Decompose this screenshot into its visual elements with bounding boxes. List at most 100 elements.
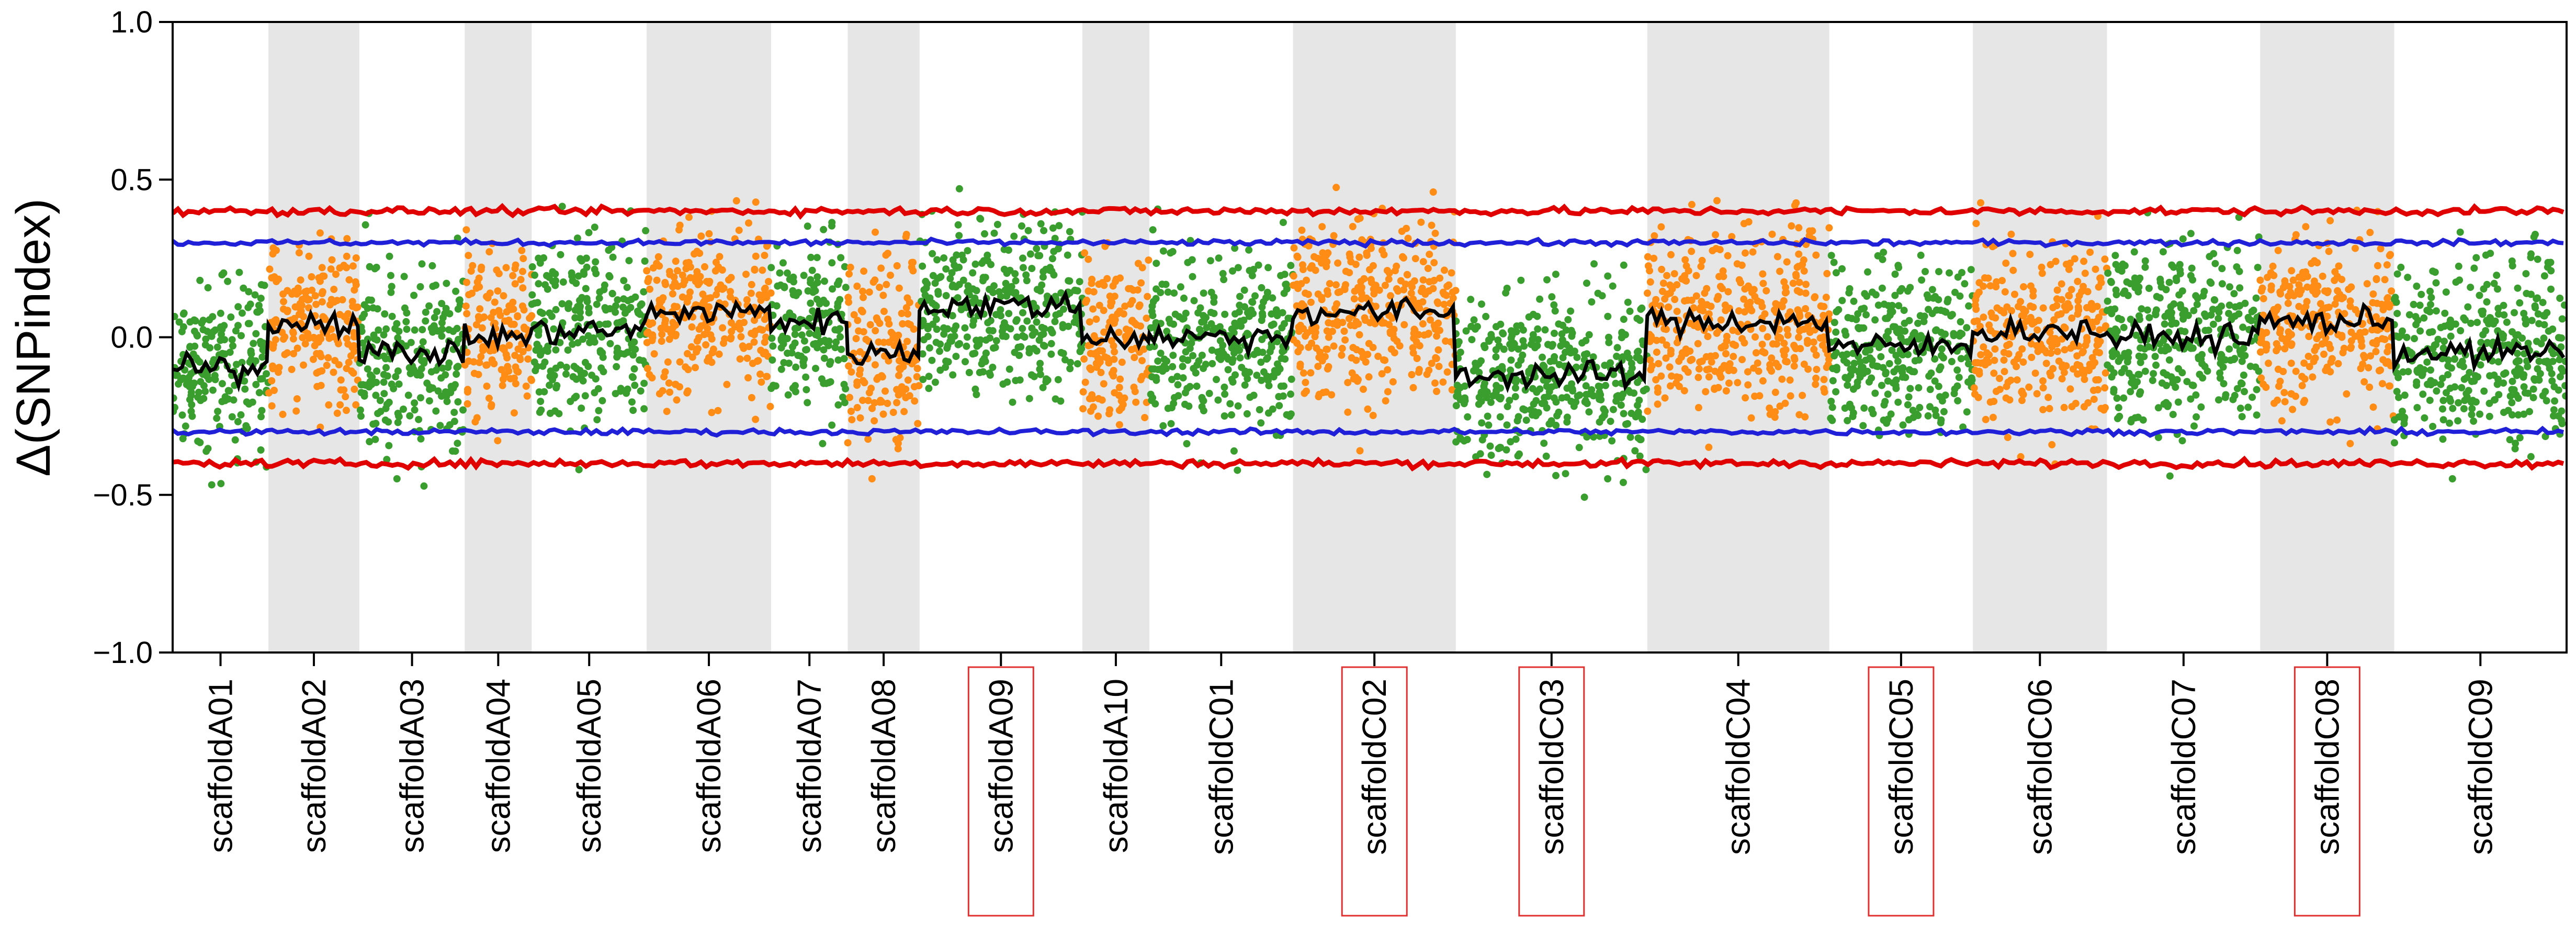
snp-point — [1904, 351, 1912, 358]
snp-point — [2463, 374, 2471, 381]
snp-point — [288, 290, 296, 298]
snp-point — [1954, 397, 1962, 404]
snp-point — [1059, 321, 1067, 329]
snp-point — [1210, 298, 1218, 306]
snp-point — [546, 381, 553, 389]
snp-point — [1628, 364, 1636, 372]
snp-point — [217, 323, 224, 331]
snp-point — [1303, 276, 1310, 284]
snp-point — [971, 350, 979, 357]
snp-point — [463, 278, 470, 286]
snp-point — [1680, 387, 1688, 395]
snp-point — [1076, 347, 1084, 355]
snp-point — [627, 303, 635, 311]
snp-point — [2419, 390, 2427, 398]
snp-point — [964, 288, 971, 296]
snp-point — [1090, 288, 1098, 296]
snp-point — [1872, 291, 1880, 299]
snp-point — [1504, 402, 1511, 410]
snp-point — [1497, 393, 1505, 401]
snp-point — [281, 333, 289, 341]
snp-point — [528, 263, 536, 271]
snp-point — [564, 305, 572, 312]
snp-point — [1221, 384, 1228, 391]
snp-point — [569, 277, 577, 285]
snp-point — [715, 350, 723, 358]
snp-point — [1719, 267, 1727, 275]
snp-point — [2438, 375, 2446, 383]
snp-point — [643, 267, 651, 275]
snp-point — [1957, 355, 1965, 363]
snp-point — [1865, 378, 1873, 386]
snp-point — [2280, 389, 2288, 397]
snp-point — [1365, 340, 1373, 347]
snp-point — [1325, 333, 1332, 341]
snp-point — [2009, 250, 2017, 257]
snp-point — [1598, 292, 1606, 300]
snp-point — [1972, 296, 1980, 303]
snp-point — [1844, 417, 1851, 424]
snp-point — [605, 246, 613, 254]
snp-point — [357, 412, 365, 420]
snp-point — [1359, 385, 1367, 393]
snp-point — [2178, 437, 2186, 445]
snp-point — [1492, 388, 1500, 396]
snp-point — [834, 303, 842, 311]
snp-point — [268, 377, 276, 385]
snp-point — [2547, 285, 2555, 293]
snp-point — [1304, 290, 1312, 298]
snp-point — [1734, 379, 1742, 387]
snp-point — [1443, 368, 1451, 376]
snp-point — [1375, 286, 1383, 294]
snp-point — [1982, 415, 1990, 423]
snp-point — [736, 355, 744, 363]
snp-point — [807, 299, 815, 307]
snp-point — [702, 341, 710, 348]
snp-point — [2112, 286, 2120, 294]
snp-point — [499, 344, 506, 352]
snp-point — [1293, 280, 1301, 288]
snp-point — [1607, 359, 1614, 367]
snp-point — [1114, 310, 1122, 318]
snp-point — [383, 400, 391, 408]
snp-point — [1286, 412, 1294, 420]
snp-point — [1080, 355, 1088, 363]
snp-point — [538, 348, 546, 356]
snp-point — [2319, 273, 2326, 280]
snp-point — [1245, 331, 1252, 339]
snp-point — [2239, 323, 2247, 331]
snp-point — [1307, 369, 1315, 377]
snp-point — [683, 389, 691, 397]
snp-point — [557, 251, 564, 258]
snp-point — [514, 313, 522, 321]
snp-point — [845, 362, 853, 370]
snp-point — [2175, 365, 2183, 373]
snp-point — [1047, 340, 1055, 347]
snp-point — [2207, 311, 2215, 319]
snp-point — [1528, 340, 1536, 347]
snp-point — [1559, 354, 1567, 362]
snp-point — [394, 419, 402, 426]
snp-point — [963, 342, 970, 350]
snp-point — [199, 317, 207, 324]
snp-point — [1573, 354, 1581, 362]
snp-point — [844, 294, 852, 301]
snp-point — [727, 335, 735, 343]
snp-point — [2508, 386, 2516, 393]
snp-point — [727, 319, 735, 327]
snp-point — [2420, 366, 2428, 374]
snp-point — [1481, 379, 1488, 387]
snp-point — [2431, 379, 2438, 387]
snp-point — [1822, 294, 1830, 301]
snp-point — [2454, 417, 2462, 425]
snp-point — [406, 412, 414, 420]
snp-point — [1671, 296, 1679, 303]
snp-point — [1862, 311, 1870, 319]
snp-point — [955, 185, 963, 193]
snp-point — [2286, 283, 2293, 290]
snp-point — [1568, 380, 1576, 388]
snp-point — [550, 372, 558, 379]
snp-point — [1889, 308, 1896, 316]
snp-point — [1816, 334, 1824, 342]
snp-point — [876, 319, 884, 327]
